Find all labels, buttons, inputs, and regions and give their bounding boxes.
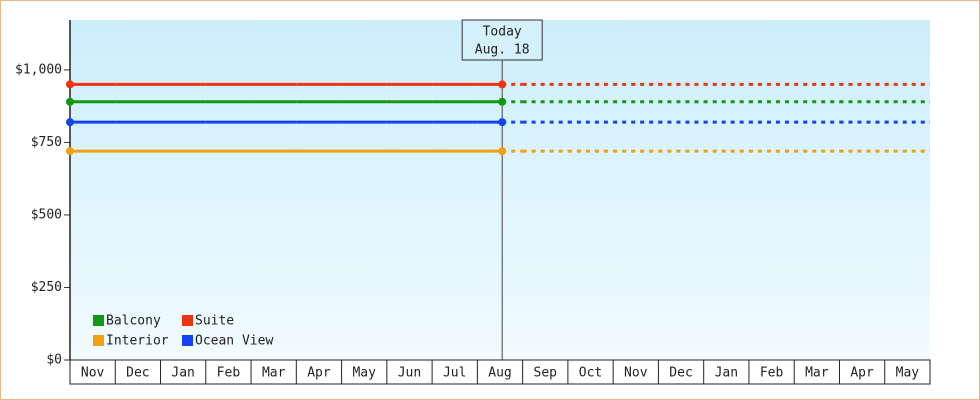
y-tick-label: $0: [46, 353, 62, 368]
point: [66, 118, 74, 127]
plot-area: [70, 20, 930, 360]
x-tick-label: Aug: [488, 366, 511, 381]
legend-label: Ocean View: [195, 334, 273, 349]
today-box: [461, 19, 543, 61]
y-tick-label: $750: [31, 135, 62, 150]
point: [66, 97, 74, 106]
legend-swatch: [93, 335, 104, 346]
y-tick-label: $1,000: [15, 62, 62, 77]
x-axis-band: [69, 359, 931, 385]
x-tick-label: Feb: [217, 366, 241, 381]
x-tick-label: Apr: [307, 366, 331, 381]
x-tick-label: Sep: [534, 366, 558, 381]
x-tick-label: Dec: [126, 366, 149, 381]
x-tick-label: Mar: [262, 366, 286, 381]
legend-swatch: [182, 335, 193, 346]
legend-swatch: [93, 315, 104, 326]
legend-label: Balcony: [106, 314, 161, 329]
today-date: Aug. 18: [475, 43, 530, 58]
x-tick-label: May: [896, 366, 920, 381]
point: [498, 118, 507, 127]
x-tick-label: Dec: [669, 366, 692, 381]
x-tick-label: Jan: [715, 366, 738, 381]
point: [498, 147, 507, 156]
x-tick-label: May: [352, 366, 376, 381]
x-tick-label: Jul: [443, 366, 466, 381]
x-tick-label: Mar: [805, 366, 829, 381]
x-tick-label: Feb: [760, 366, 784, 381]
legend-label: Suite: [195, 314, 234, 329]
x-tick-label: Oct: [579, 366, 602, 381]
x-tick-label: Nov: [81, 366, 105, 381]
x-tick-label: Nov: [624, 366, 648, 381]
x-tick-label: Jan: [171, 366, 194, 381]
x-tick-label: Apr: [850, 366, 874, 381]
y-tick-label: $250: [31, 280, 62, 295]
legend-swatch: [182, 315, 193, 326]
point: [66, 147, 74, 156]
x-tick-label: Jun: [398, 366, 421, 381]
point: [498, 97, 507, 106]
y-tick-label: $500: [31, 207, 62, 222]
point: [498, 80, 507, 89]
legend-label: Interior: [106, 334, 169, 349]
point: [66, 80, 74, 89]
today-label: Today: [483, 25, 522, 40]
